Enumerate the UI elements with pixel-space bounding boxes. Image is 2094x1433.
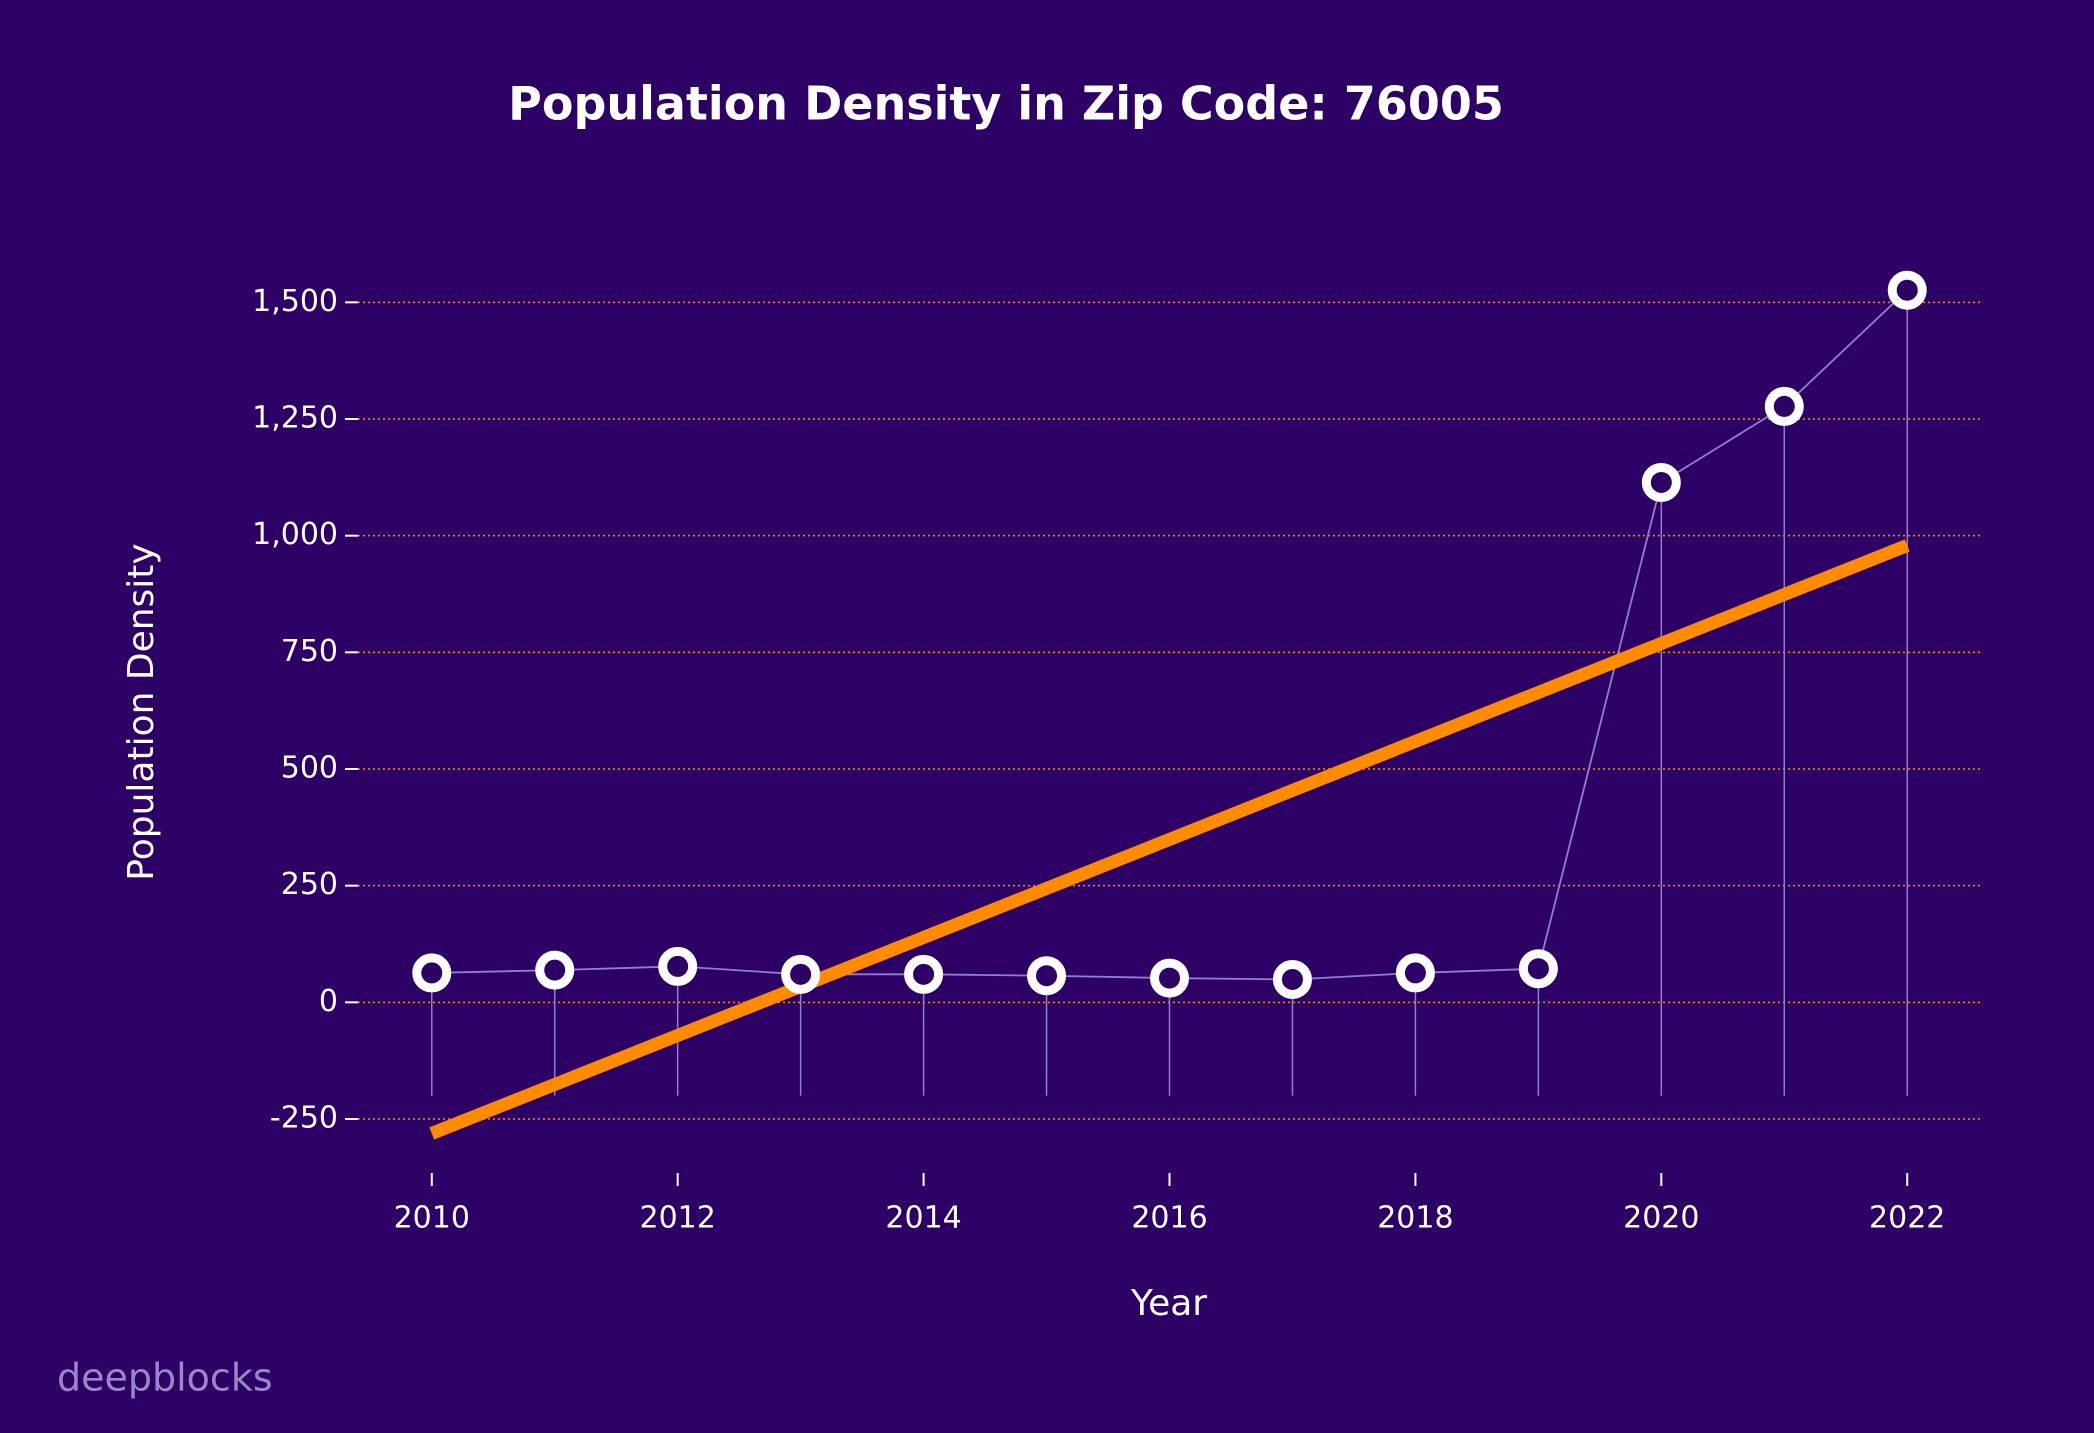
y-tick-label: 1,250: [252, 401, 338, 436]
chart-title: Population Density in Zip Code: 76005: [508, 77, 1504, 131]
watermark: deepblocks: [57, 1356, 273, 1400]
marker: [1887, 270, 1927, 310]
marker: [1272, 959, 1312, 999]
marker: [412, 953, 452, 993]
x-tick-label: 2014: [885, 1201, 961, 1236]
x-axis-label: Year: [1130, 1283, 1207, 1324]
marker: [1395, 953, 1435, 993]
y-tick-label: -250: [270, 1101, 338, 1136]
y-tick-label: 750: [281, 634, 338, 669]
y-tick-label: 500: [281, 751, 338, 786]
marker: [904, 954, 944, 994]
y-tick-label: 0: [319, 984, 338, 1019]
marker: [1764, 386, 1804, 426]
y-tick-label: 250: [281, 867, 338, 902]
marker: [535, 950, 575, 990]
y-axis-label: Population Density: [121, 543, 162, 880]
marker: [658, 946, 698, 986]
marker: [1518, 949, 1558, 989]
x-tick-label: 2018: [1377, 1201, 1453, 1236]
y-tick-label: 1,000: [252, 517, 338, 552]
trend-line: [429, 539, 1910, 1140]
marker: [1027, 956, 1067, 996]
x-tick-label: 2020: [1623, 1201, 1699, 1236]
x-tick-label: 2010: [394, 1201, 470, 1236]
marker: [1150, 958, 1189, 998]
marker: [781, 954, 821, 994]
y-tick-label: 1,500: [252, 284, 338, 319]
x-tick-label: 2022: [1869, 1201, 1945, 1236]
marker: [1641, 462, 1681, 502]
x-tick-label: 2012: [640, 1201, 716, 1236]
x-tick-label: 2016: [1131, 1201, 1207, 1236]
